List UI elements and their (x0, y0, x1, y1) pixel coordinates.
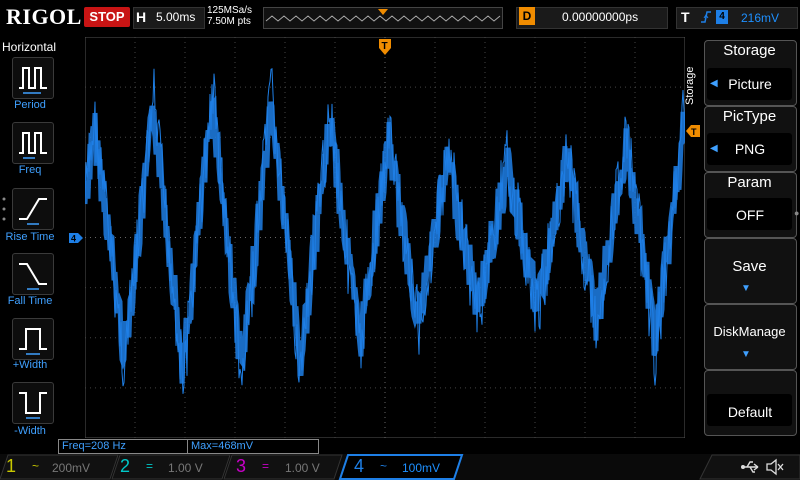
measure-panel-title: Horizontal (2, 40, 57, 54)
fall-time-button[interactable] (12, 253, 54, 295)
delay-label: D (519, 7, 535, 25)
period-icon (19, 67, 47, 94)
channel-4-scale: 100mV (402, 461, 441, 475)
channel-4-trace-envelope (85, 95, 685, 384)
trigger-position-glyph: T (382, 41, 388, 52)
period-button[interactable] (12, 57, 54, 99)
pictype-title: PicType (722, 108, 777, 125)
memory-overview-strip[interactable] (263, 7, 503, 29)
waveform-grid[interactable] (85, 37, 685, 438)
delay-value: 0.00000000ps (562, 10, 639, 24)
memory-depth: 7.50M pts (207, 16, 251, 27)
channel-1-coupling: ~ (32, 459, 40, 473)
channel-2-scale: 1.00 V (168, 461, 203, 475)
param-title: Param (727, 174, 772, 191)
save-title: Save (732, 258, 767, 275)
timebase-value: 5.00ms (156, 10, 196, 24)
negative-width-icon (19, 392, 47, 419)
negative-width-label: -Width (14, 425, 46, 437)
diskmanage-softkey[interactable] (704, 304, 797, 370)
sample-rate: 125MSa/s (207, 5, 253, 16)
channel-4-number[interactable]: 4 (354, 456, 365, 476)
rise-time-icon (19, 198, 47, 225)
positive-width-label: +Width (12, 359, 48, 371)
freq-label: Freq (18, 164, 42, 176)
storage-value: Picture (728, 76, 772, 92)
save-submenu-icon: ▼ (741, 283, 751, 294)
storage-title: Storage (723, 42, 776, 59)
diskmanage-title: DiskManage (713, 324, 786, 339)
pictype-arrow-icon: ◀ (710, 143, 718, 154)
acquisition-info: 125MSa/s 7.50M pts (207, 5, 252, 27)
trigger-box[interactable] (676, 7, 798, 29)
channel-2-number[interactable]: 2 (120, 456, 131, 476)
rigol-logo: RIGOL (6, 4, 82, 29)
delay-box[interactable] (516, 7, 668, 29)
timebase-box[interactable] (133, 7, 205, 29)
mute-icon[interactable] (765, 458, 785, 476)
channel-4-coupling: ~ (380, 459, 388, 473)
positive-width-button[interactable] (12, 318, 54, 360)
trigger-position-indicator[interactable]: T (378, 38, 392, 56)
channel-4-offset-marker[interactable]: 4 (68, 232, 84, 244)
trigger-source-badge: 4 (716, 10, 728, 24)
trigger-level-value: 216mV (741, 11, 780, 25)
channel-3-number[interactable]: 3 (236, 456, 247, 476)
channel-3-scale: 1.00 V (285, 461, 320, 475)
param-dot-icon: ● (794, 208, 800, 218)
freq-readout: Freq=208 Hz (58, 439, 189, 454)
memory-waveform-overview (265, 9, 501, 22)
fall-time-label: Fall Time (7, 295, 53, 307)
param-value-box (707, 198, 792, 230)
panel-page-dots (2, 197, 6, 221)
storage-menu-tab: Storage (684, 66, 696, 106)
rise-time-button[interactable] (12, 188, 54, 230)
storage-value-box (707, 68, 792, 100)
trigger-position-marker (378, 9, 388, 15)
run-stop-indicator[interactable]: STOP (84, 7, 130, 27)
rising-edge-icon (701, 11, 711, 23)
negative-width-button[interactable] (12, 382, 54, 424)
period-label: Period (14, 99, 46, 111)
trigger-label: T (681, 9, 690, 25)
param-value: OFF (736, 207, 764, 223)
channel-1-number[interactable]: 1 (6, 456, 17, 476)
freq-button[interactable] (12, 122, 54, 164)
channel-1-scale: 200mV (52, 461, 91, 475)
fall-time-icon (19, 263, 47, 290)
max-readout: Max=468mV (187, 439, 319, 454)
horizontal-label: H (136, 9, 147, 25)
trigger-level-glyph: T (691, 127, 697, 137)
pictype-value-box (707, 133, 792, 165)
channel-2-coupling: = (146, 459, 154, 473)
channel-tabs (0, 454, 800, 480)
default-value-box (707, 394, 792, 426)
save-softkey[interactable] (704, 238, 797, 304)
diskmanage-submenu-icon: ▼ (741, 349, 751, 360)
trigger-level-marker[interactable]: T (685, 124, 701, 138)
channel-4-offset-glyph: 4 (71, 234, 76, 244)
positive-width-icon (19, 328, 47, 355)
channel-3-coupling: = (262, 459, 270, 473)
default-value: Default (727, 404, 773, 420)
horizontal-measure-panel (0, 37, 58, 450)
storage-arrow-icon: ◀ (710, 78, 718, 89)
usb-icon (741, 461, 759, 473)
freq-icon (19, 132, 47, 159)
pictype-value: PNG (734, 141, 766, 157)
rise-time-label: Rise Time (5, 231, 55, 243)
